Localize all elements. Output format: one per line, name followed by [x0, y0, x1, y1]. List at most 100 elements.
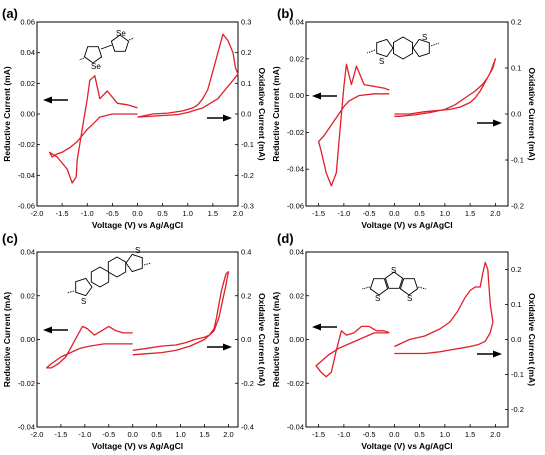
x-axis-label: Voltage (V) vs Ag/AgCl	[361, 441, 452, 451]
x-tick-label: 1.0	[440, 209, 450, 218]
x-tick-label: -0.5	[363, 430, 376, 439]
left-tick-label: -0.04	[287, 423, 304, 432]
x-tick-label: -0.5	[102, 430, 115, 439]
oxidative-cv-curve	[394, 261, 494, 355]
right-arrow-icon	[477, 119, 502, 127]
x-tick-label: 1.0	[183, 209, 193, 218]
molecule-structure-icon: SS	[66, 246, 152, 306]
right-tick-label: 0.0	[511, 110, 521, 119]
right-tick-label: 0.0	[241, 335, 251, 344]
oxidative-cv-curve	[132, 271, 230, 356]
right-tick-label: 0.1	[511, 64, 521, 73]
x-tick-label: 1.5	[208, 209, 218, 218]
arrow-head	[493, 350, 502, 358]
x-tick-label: -1.0	[81, 209, 94, 218]
oxidative-cv-curve	[394, 58, 497, 117]
right-tick-label: -0.1	[241, 140, 254, 149]
thiophene-ring	[399, 278, 419, 296]
left-tick-label: 0.02	[289, 54, 304, 63]
end-bond	[361, 286, 371, 290]
left-tick-label: -0.02	[18, 379, 35, 388]
end-bond	[143, 262, 152, 266]
left-tick-label: -0.04	[287, 165, 304, 174]
left-tick-label: -0.04	[18, 423, 35, 432]
right-tick-label: 0.2	[241, 291, 251, 300]
right-tick-label: -0.1	[511, 370, 524, 379]
arrow-head	[43, 326, 52, 334]
atom-label: Se	[116, 29, 126, 38]
thiophene-ring	[384, 271, 404, 289]
left-tick-label: 0.04	[20, 48, 35, 57]
arrow-head	[223, 114, 232, 122]
y-axis-label-right: Oxidative Current (mA)	[527, 67, 537, 160]
left-tick-label: -0.06	[287, 202, 304, 211]
left-tick-label: 0.04	[289, 18, 304, 27]
left-arrow-icon	[43, 96, 68, 104]
oxidative-cv-curve	[137, 33, 239, 118]
y-axis-label-right: Oxidative Current (mA)	[257, 293, 267, 386]
end-bond	[128, 37, 135, 41]
x-tick-label: -0.5	[106, 209, 119, 218]
right-tick-label: 0.2	[241, 48, 251, 57]
x-tick-label: 0.0	[127, 430, 137, 439]
x-axis-label: Voltage (V) vs Ag/AgCl	[92, 220, 183, 230]
left-tick-label: 0.00	[289, 335, 304, 344]
right-tick-label: -0.3	[241, 202, 254, 211]
left-tick-label: -0.02	[287, 128, 304, 137]
x-tick-label: -1.5	[54, 430, 67, 439]
molecule-structure-icon: S S S	[361, 266, 427, 303]
benzene-ring	[107, 256, 127, 278]
end-bond	[66, 290, 75, 294]
right-tick-label: -0.2	[511, 202, 524, 211]
x-tick-label: -2.0	[31, 430, 44, 439]
x-tick-label: 1.0	[440, 430, 450, 439]
x-tick-label: 1.5	[465, 430, 475, 439]
left-tick-label: 0.02	[289, 291, 304, 300]
x-tick-label: 2.0	[223, 430, 233, 439]
thiophene-ring	[376, 38, 394, 58]
left-tick-label: -0.04	[18, 171, 35, 180]
panel-label: (a)	[2, 6, 18, 21]
panel-label: (b)	[277, 6, 294, 21]
x-tick-label: -1.5	[312, 430, 325, 439]
bond	[100, 44, 113, 50]
right-tick-label: 0.0	[511, 335, 521, 344]
left-tick-label: 0.00	[20, 335, 35, 344]
x-tick-label: 0.0	[389, 430, 399, 439]
x-tick-label: 0.0	[132, 209, 142, 218]
right-tick-label: -0.2	[511, 405, 524, 414]
right-tick-label: -0.1	[511, 156, 524, 165]
x-tick-label: 0.5	[157, 209, 167, 218]
x-tick-label: 1.5	[465, 209, 475, 218]
end-bond	[366, 49, 376, 54]
right-tick-label: 0.1	[511, 300, 521, 309]
reductive-cv-curve	[45, 325, 133, 369]
left-tick-label: 0.02	[20, 291, 35, 300]
atom-label: S	[407, 294, 412, 303]
right-tick-label: -0.2	[241, 171, 254, 180]
thiophene-ring	[412, 38, 430, 58]
right-tick-label: 0.3	[241, 18, 251, 27]
arrow-head	[223, 343, 232, 351]
x-tick-label: 2.0	[490, 430, 500, 439]
x-tick-label: 2.0	[233, 209, 243, 218]
x-tick-label: -1.0	[337, 430, 350, 439]
atom-label: S	[391, 266, 396, 275]
reductive-cv-curve	[317, 63, 390, 187]
x-axis-label: Voltage (V) vs Ag/AgCl	[92, 441, 183, 451]
atom-label: Se	[91, 62, 101, 71]
panel-d: (d) -1.5 -1.0 -0.5 0.0 0.5 1.0 1.5 2.0 -0.04 -0.02…	[271, 231, 537, 451]
molecule-structure-icon: SS	[366, 33, 440, 66]
left-tick-label: 0.02	[20, 79, 35, 88]
left-tick-label: 0.06	[20, 18, 35, 27]
panel-label: (d)	[277, 231, 294, 246]
atom-label: S	[379, 57, 384, 66]
left-tick-label: 0.04	[289, 248, 304, 257]
right-tick-label: 0.4	[241, 248, 251, 257]
left-tick-label: 0.00	[20, 110, 35, 119]
left-arrow-icon	[312, 323, 337, 331]
arrow-head	[312, 323, 321, 331]
x-tick-label: 0.0	[389, 209, 399, 218]
atom-label: S	[375, 294, 380, 303]
x-tick-label: -1.5	[56, 209, 69, 218]
